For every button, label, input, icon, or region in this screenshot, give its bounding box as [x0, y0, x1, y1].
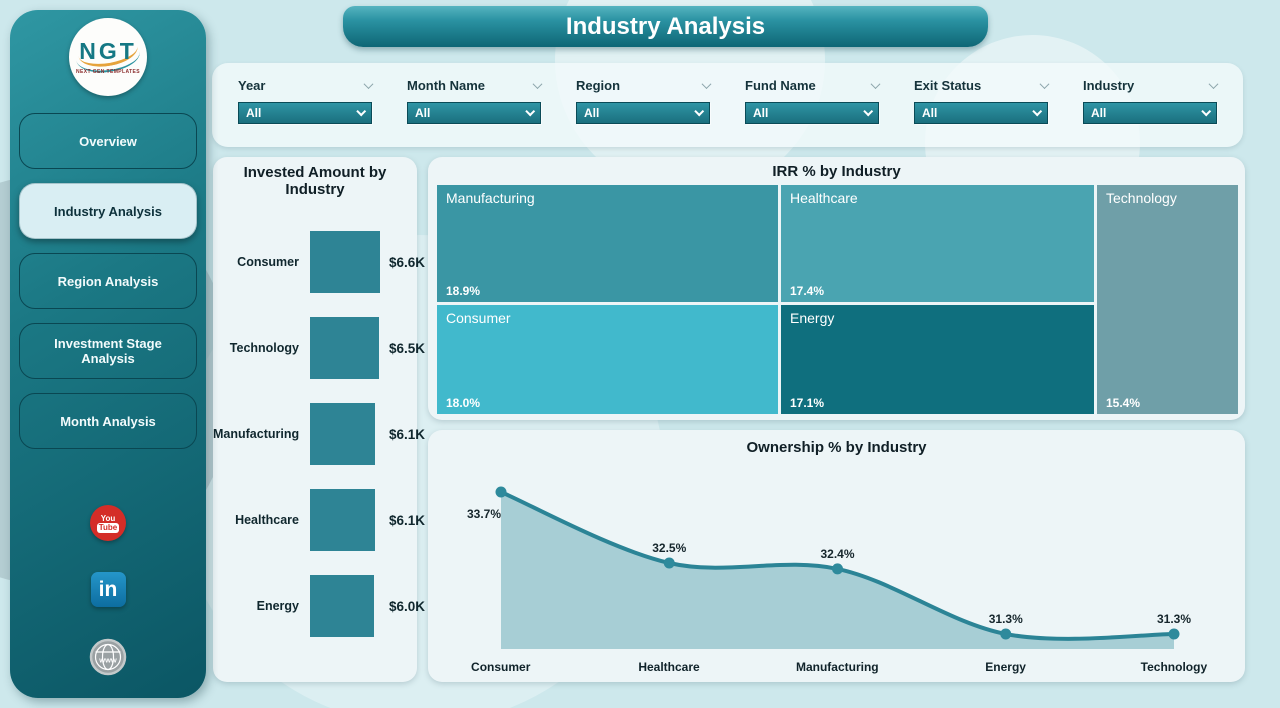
bar-technology[interactable] — [310, 317, 379, 379]
filter-label: Month Name — [407, 78, 485, 93]
filter-label: Year — [238, 78, 266, 93]
chevron-down-icon — [1201, 105, 1212, 116]
sidebar: NGT NEXT GEN TEMPLATES Overview Industry… — [10, 10, 206, 698]
bar-row-consumer: Consumer $6.6K — [213, 219, 425, 305]
data-point-manufacturing[interactable] — [832, 563, 843, 575]
filter-label: Industry — [1083, 78, 1135, 93]
filter-exit-status: Exit Status All — [914, 78, 1050, 147]
filter-year: Year All — [238, 78, 374, 147]
logo-text: NGT — [79, 38, 137, 64]
sidebar-nav: Overview Industry Analysis Region Analys… — [19, 113, 197, 449]
filter-fund-name: Fund Name All — [745, 78, 881, 147]
exit-status-dropdown[interactable]: All — [914, 102, 1048, 124]
filter-region: Region All — [576, 78, 712, 147]
treemap-cell-consumer[interactable]: Consumer 18.0% — [437, 305, 778, 414]
filter-industry: Industry All — [1083, 78, 1219, 147]
ownership-panel: Ownership % by Industry 33.7% 32.5% 32.4% 3… — [428, 430, 1245, 682]
youtube-icon[interactable]: You Tube — [90, 505, 126, 541]
filter-month-name: Month Name All — [407, 78, 543, 147]
chart-title: Ownership % by Industry — [746, 439, 927, 456]
data-label: 31.3% — [1157, 612, 1191, 626]
bar-row-energy: Energy $6.0K — [213, 563, 425, 649]
bar-energy[interactable] — [310, 575, 374, 637]
treemap-cell-technology[interactable]: Technology 15.4% — [1097, 185, 1238, 414]
chevron-down-icon — [701, 79, 712, 90]
data-point-technology[interactable] — [1168, 628, 1180, 640]
treemap-cell-energy[interactable]: Energy 17.1% — [781, 305, 1094, 414]
data-label: 31.3% — [989, 612, 1023, 626]
treemap-cell-healthcare[interactable]: Healthcare 17.4% — [781, 185, 1094, 302]
chevron-down-icon — [863, 105, 874, 116]
svg-text:www: www — [98, 656, 117, 665]
filter-bar: Year All Month Name All Region All Fund … — [212, 63, 1243, 147]
data-label: 33.7% — [467, 507, 501, 521]
bar-consumer[interactable] — [310, 231, 380, 293]
bar-value-label: $6.1K — [389, 512, 426, 528]
chevron-down-icon — [1208, 79, 1219, 90]
treemap: Manufacturing 18.9% Healthcare 17.4% Tec… — [437, 185, 1238, 414]
bar-chart: Consumer $6.6K Technology $6.5K Manufact… — [213, 219, 425, 649]
social-links: You Tube in www — [89, 505, 127, 676]
sidebar-item-investment-stage-analysis[interactable]: Investment Stage Analysis — [19, 323, 197, 379]
treemap-cell-manufacturing[interactable]: Manufacturing 18.9% — [437, 185, 778, 302]
sidebar-item-region-analysis[interactable]: Region Analysis — [19, 253, 197, 309]
bar-row-healthcare: Healthcare $6.1K — [213, 477, 425, 563]
sidebar-item-industry-analysis[interactable]: Industry Analysis — [19, 183, 197, 239]
year-dropdown[interactable]: All — [238, 102, 372, 124]
industry-dropdown[interactable]: All — [1083, 102, 1217, 124]
chevron-down-icon — [532, 79, 543, 90]
data-label: 32.5% — [652, 541, 686, 555]
dropdown-value: All — [1091, 106, 1107, 120]
data-label: 32.4% — [820, 547, 854, 561]
chart-title: Invested Amount by Industry — [243, 164, 387, 198]
month-name-dropdown[interactable]: All — [407, 102, 541, 124]
dropdown-value: All — [415, 106, 431, 120]
region-dropdown[interactable]: All — [576, 102, 710, 124]
bar-manufacturing[interactable] — [310, 403, 375, 465]
chevron-down-icon — [870, 79, 881, 90]
website-globe-icon[interactable]: www — [89, 638, 127, 676]
chevron-down-icon — [356, 105, 367, 116]
irr-panel: IRR % by Industry Manufacturing 18.9% He… — [428, 157, 1245, 420]
invested-amount-panel: Invested Amount by Industry Consumer $6.… — [213, 157, 425, 682]
ownership-line-chart[interactable]: 33.7% 32.5% 32.4% 31.3% 31.3% — [428, 456, 1245, 654]
filter-label: Exit Status — [914, 78, 982, 93]
ngt-logo: NGT NEXT GEN TEMPLATES — [69, 18, 147, 96]
x-axis-labels: Consumer Healthcare Manufacturing Energy… — [471, 660, 1208, 674]
logo-subtext: NEXT GEN TEMPLATES — [75, 69, 141, 75]
chevron-down-icon — [525, 105, 536, 116]
dropdown-value: All — [753, 106, 769, 120]
fund-name-dropdown[interactable]: All — [745, 102, 879, 124]
data-point-energy[interactable] — [1000, 628, 1012, 640]
page-title-text: Industry Analysis — [565, 12, 766, 40]
page-title: Industry Analysis — [343, 6, 988, 47]
linkedin-icon[interactable]: in — [90, 572, 126, 607]
chevron-down-icon — [1039, 79, 1050, 90]
bar-value-label: $6.6K — [389, 254, 426, 270]
filter-label: Fund Name — [745, 78, 816, 93]
data-point-healthcare[interactable] — [663, 557, 675, 569]
sidebar-item-overview[interactable]: Overview — [19, 113, 197, 169]
bar-row-manufacturing: Manufacturing $6.1K — [213, 391, 425, 477]
dropdown-value: All — [584, 106, 600, 120]
data-point-consumer[interactable] — [495, 486, 507, 498]
chevron-down-icon — [694, 105, 705, 116]
chevron-down-icon — [1032, 105, 1043, 116]
bar-value-label: $6.0K — [389, 598, 426, 614]
bar-row-technology: Technology $6.5K — [213, 305, 425, 391]
chart-title: IRR % by Industry — [772, 163, 901, 180]
bar-value-label: $6.1K — [389, 426, 426, 442]
filter-label: Region — [576, 78, 621, 93]
bar-healthcare[interactable] — [310, 489, 375, 551]
chevron-down-icon — [363, 79, 374, 90]
dropdown-value: All — [922, 106, 938, 120]
bar-value-label: $6.5K — [389, 340, 426, 356]
dropdown-value: All — [246, 106, 262, 120]
sidebar-item-month-analysis[interactable]: Month Analysis — [19, 393, 197, 449]
